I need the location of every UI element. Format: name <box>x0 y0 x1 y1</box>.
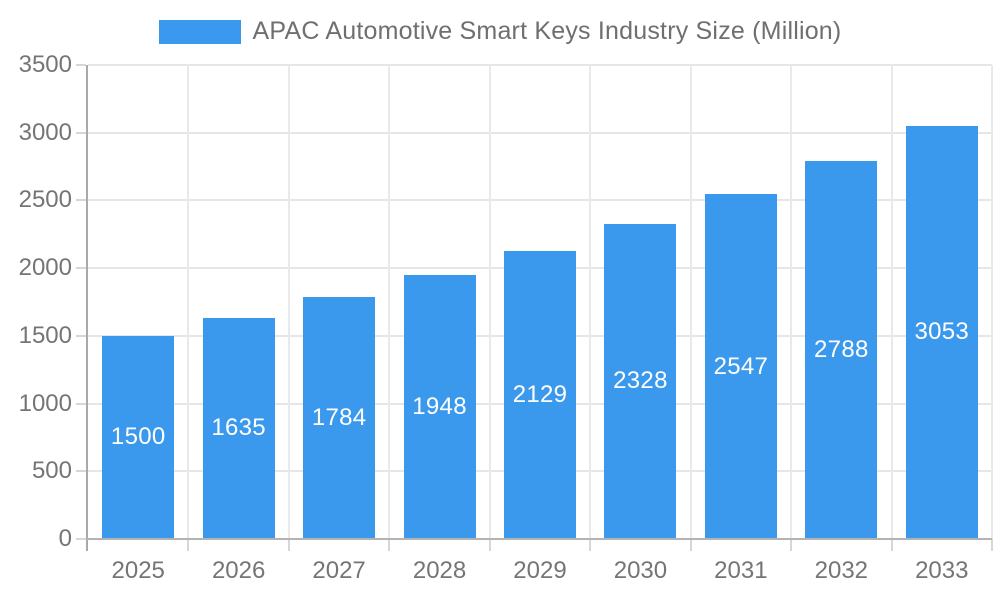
bar-value-label: 1948 <box>412 393 467 421</box>
gridline-vertical <box>689 65 692 539</box>
gridline-horizontal <box>88 199 992 202</box>
y-axis-label: 1000 <box>18 389 72 417</box>
x-axis-label: 2026 <box>211 557 266 584</box>
gridline-horizontal <box>88 64 992 66</box>
gridline-vertical <box>991 65 993 539</box>
x-axis-tick <box>991 539 993 551</box>
x-axis-label: 2032 <box>814 557 869 584</box>
bar[interactable]: 1500 <box>102 335 175 539</box>
x-axis-tick <box>488 539 491 551</box>
x-axis-tick <box>287 539 290 551</box>
legend-swatch <box>158 19 241 44</box>
plot-area: 0 500 1000 1500 2000 2500 3000 3500 2025 2026 2027… <box>19 51 993 584</box>
bar-value-label: 1500 <box>110 423 166 451</box>
x-axis-label: 2025 <box>111 557 165 584</box>
y-axis-label: 0 <box>58 525 72 552</box>
gridline-vertical <box>488 65 491 539</box>
y-axis-tick <box>76 470 86 473</box>
x-axis-tick <box>187 539 190 551</box>
x-axis-label: 2027 <box>312 557 366 584</box>
y-axis-label: 500 <box>31 457 72 485</box>
bar-value-label: 2547 <box>713 352 769 380</box>
gridline-vertical <box>589 65 592 539</box>
y-axis-label: 1500 <box>18 321 72 349</box>
legend-label: APAC Automotive Smart Keys Industry Size… <box>252 17 842 45</box>
x-axis-label: 2030 <box>613 557 668 584</box>
gridline-vertical <box>287 65 290 539</box>
y-axis-label: 3000 <box>18 118 72 146</box>
x-axis-label: 2031 <box>714 557 768 584</box>
gridline-vertical <box>388 65 391 539</box>
y-axis-tick <box>76 199 86 202</box>
x-axis-tick <box>790 539 793 551</box>
bar-value-label: 3053 <box>914 318 970 346</box>
y-axis-line <box>86 65 88 551</box>
x-axis-label: 2033 <box>915 557 969 584</box>
bar-value-label: 2129 <box>512 380 568 408</box>
gridline-horizontal <box>88 131 992 134</box>
bar-value-label: 1635 <box>211 414 266 442</box>
gridline-vertical <box>790 65 793 539</box>
y-axis-tick <box>76 131 86 134</box>
x-axis-label: 2028 <box>412 557 467 584</box>
x-axis-tick <box>589 539 592 551</box>
bar-value-label: 2788 <box>814 336 869 364</box>
bar[interactable]: 2547 <box>704 194 777 539</box>
y-axis-label: 3500 <box>18 51 72 78</box>
y-axis-label: 2000 <box>18 254 72 282</box>
bar[interactable]: 2328 <box>604 223 677 539</box>
bar[interactable]: 1784 <box>303 297 376 539</box>
x-axis-label: 2029 <box>513 557 567 584</box>
y-axis-tick <box>76 402 86 405</box>
y-axis-label: 2500 <box>18 186 72 214</box>
x-axis-tick <box>890 539 893 551</box>
y-axis-tick <box>76 267 86 270</box>
bar-value-label: 1784 <box>311 404 367 432</box>
bar[interactable]: 1635 <box>202 317 275 539</box>
x-axis-line <box>86 538 992 540</box>
y-axis-tick <box>76 64 86 66</box>
y-axis-tick <box>76 334 86 337</box>
x-axis-tick <box>388 539 391 551</box>
bar[interactable]: 2129 <box>504 250 576 539</box>
y-axis-tick <box>76 538 86 540</box>
bar-value-label: 2328 <box>613 367 668 395</box>
gridline-vertical <box>187 65 190 539</box>
chart-legend[interactable]: APAC Automotive Smart Keys Industry Size… <box>0 17 1000 46</box>
gridline-vertical <box>890 65 893 539</box>
bar[interactable]: 3053 <box>905 125 978 539</box>
bar[interactable]: 1948 <box>403 275 476 539</box>
x-axis-tick <box>689 539 692 551</box>
bar[interactable]: 2788 <box>805 161 878 539</box>
